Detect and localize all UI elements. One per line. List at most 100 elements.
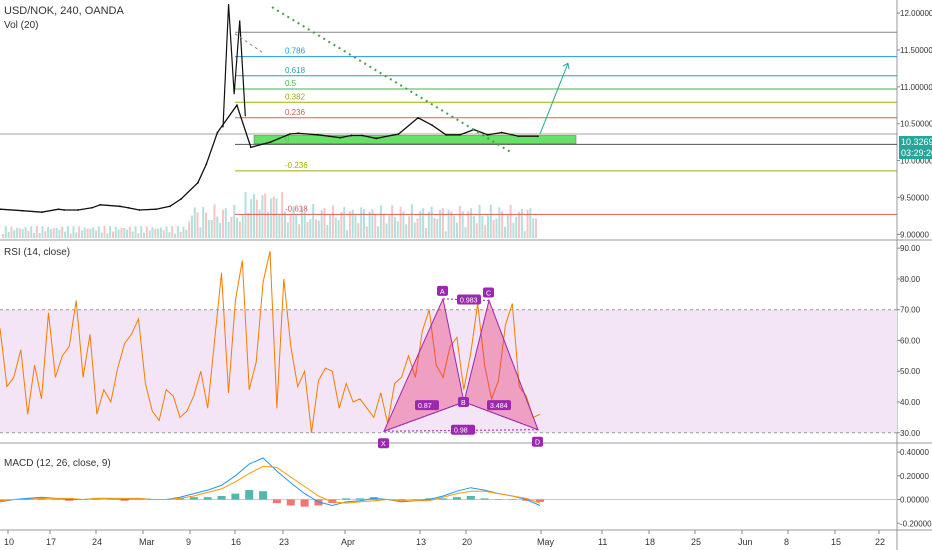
price-axis-label: 9.50000	[900, 193, 929, 202]
pattern-ratio-badge	[487, 400, 511, 411]
price-point	[517, 135, 520, 138]
volume-bar	[506, 213, 509, 238]
macd-histogram-bar	[411, 499, 420, 501]
macd-axis-label: 0.40000	[900, 448, 929, 457]
volume-bar	[317, 220, 320, 238]
fib-level-label: -0.236	[285, 161, 308, 170]
projection-arrowhead	[562, 62, 570, 70]
volume-bar	[86, 228, 89, 238]
volume-bar	[55, 227, 58, 238]
volume-bar	[193, 207, 196, 238]
volume-bar	[41, 226, 44, 238]
volume-bar	[159, 227, 162, 238]
pattern-ratio-label: 3.484	[490, 403, 508, 410]
rsi-label: RSI (14, close)	[4, 247, 71, 258]
volume-bar	[377, 226, 380, 238]
volume-bar	[374, 214, 377, 238]
macd-histogram-bar	[397, 499, 406, 501]
volume-bar	[89, 228, 92, 238]
macd-histogram-bar	[328, 499, 337, 504]
volume-bar	[526, 209, 529, 238]
time-axis-label: 10	[4, 537, 14, 547]
pattern-ratio-badge	[415, 400, 439, 411]
volume-bar	[7, 231, 10, 238]
volume-bar	[529, 208, 532, 238]
price-axis-label: 11.00000	[900, 83, 932, 92]
macd-histogram-bar	[245, 490, 254, 500]
volume-bar	[154, 228, 157, 238]
pattern-point-label: A	[440, 289, 445, 296]
fib-level-label: -0.618	[285, 204, 308, 213]
volume-bar	[148, 230, 151, 238]
volume-bar	[281, 192, 284, 238]
volume-bar	[83, 227, 86, 238]
volume-bar	[210, 220, 213, 238]
volume-bar	[145, 226, 148, 238]
price-point	[127, 206, 130, 209]
price-point	[21, 209, 24, 212]
time-axis-label: 11	[598, 537, 607, 547]
volume-bar	[38, 233, 41, 238]
price-point	[361, 134, 364, 137]
macd-histogram-bar	[203, 497, 212, 500]
volume-bar	[131, 231, 134, 238]
volume-bar	[230, 216, 233, 238]
volume-bar	[447, 209, 450, 238]
volume-bar	[348, 211, 351, 238]
volume-bar	[64, 231, 67, 238]
volume-bar	[18, 228, 21, 238]
time-axis-label: Apr	[341, 537, 355, 547]
time-axis-label: 24	[92, 537, 102, 547]
volume-bar	[393, 217, 396, 238]
fib-level-label: 0.382	[285, 92, 306, 101]
countdown-badge: 03:29:20	[899, 147, 932, 159]
volume-bar	[478, 204, 481, 238]
pattern-point-label: D	[535, 440, 540, 447]
macd-histogram-bar	[217, 495, 226, 500]
volume-bar	[252, 194, 255, 238]
volume-bar	[80, 230, 83, 238]
macd-histogram-bar	[522, 499, 531, 501]
volume-bar	[278, 214, 281, 238]
pattern-triangle-xab	[383, 297, 465, 433]
price-point	[138, 209, 141, 211]
volume-bar	[241, 214, 244, 238]
volume-bar	[176, 226, 179, 238]
macd-histogram-bar	[452, 497, 461, 500]
price-point	[289, 133, 291, 135]
volume-bar	[444, 231, 447, 238]
volume-bar	[334, 217, 337, 238]
macd-histogram-bar	[134, 499, 143, 501]
rsi-axis-label: 90.00	[900, 244, 921, 253]
volume-bar	[323, 208, 326, 238]
volume-bar	[402, 211, 405, 238]
volume-bar	[10, 226, 13, 238]
volume-bar	[467, 211, 470, 238]
macd-axis-label: 0.00000	[900, 496, 929, 505]
volume-bar	[168, 232, 171, 238]
price-axis-label: 10.00000	[900, 157, 932, 166]
macd-histogram-bar	[466, 495, 475, 500]
volume-bar	[464, 227, 467, 238]
rsi-axis-label: 30.00	[900, 429, 921, 438]
volume-bar	[405, 224, 408, 238]
volume-bar	[326, 224, 329, 238]
volume-bar	[224, 208, 227, 238]
support-zone	[253, 135, 577, 144]
volume-bar	[16, 227, 19, 238]
time-axis-label: 18	[645, 537, 655, 547]
price-point	[339, 136, 341, 139]
volume-bar	[216, 216, 219, 238]
last-price-badge: 10.32694	[899, 136, 932, 148]
volume-bar	[360, 207, 363, 238]
volume-bar	[357, 223, 360, 238]
volume-bar	[489, 204, 492, 238]
volume-bar	[441, 208, 444, 238]
volume-bar	[100, 232, 103, 238]
volume-bar	[188, 221, 191, 238]
pattern-ratio-label: 0.98	[454, 428, 468, 435]
price-point	[350, 134, 353, 137]
time-axis-label: Jun	[738, 537, 753, 547]
volume-bar	[213, 204, 216, 238]
